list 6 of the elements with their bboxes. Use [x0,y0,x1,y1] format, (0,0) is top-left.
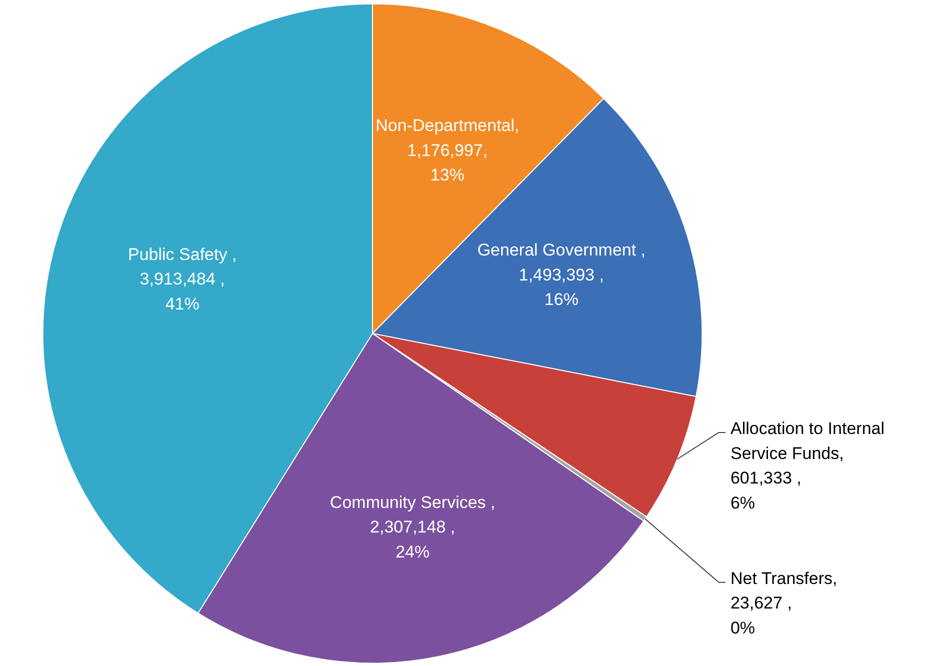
slice-label: General Government , 1,493,393 , 16% [477,240,646,310]
slice-label: Net Transfers, 23,627 , 0% [730,569,838,638]
slice-label: Allocation to Internal Service Funds, 601,333 , 6% [730,419,885,512]
slice-label: Public Safety , 3,913,484 , 41% [128,244,237,314]
slice-label: Community Services , 2,307,148 , 24% [330,493,496,562]
slice-label: Non-Departmental, 1,176,997, 13% [376,116,520,185]
